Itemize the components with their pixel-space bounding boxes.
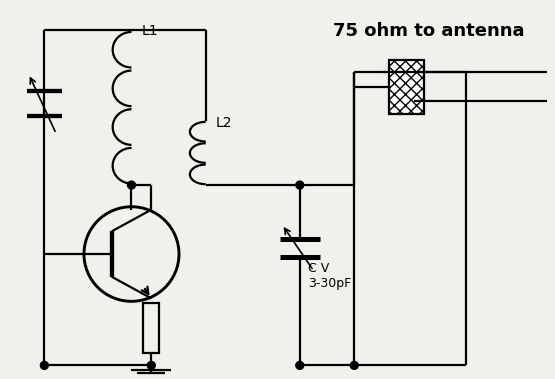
Circle shape <box>41 362 48 369</box>
Circle shape <box>296 362 304 369</box>
Text: 75 ohm to antenna: 75 ohm to antenna <box>333 22 524 41</box>
Circle shape <box>128 181 135 189</box>
Circle shape <box>350 362 358 369</box>
Bar <box>389 60 423 114</box>
Text: C V
3-30pF: C V 3-30pF <box>307 262 351 290</box>
Circle shape <box>147 362 155 369</box>
Circle shape <box>296 181 304 189</box>
Text: L1: L1 <box>142 25 158 38</box>
Bar <box>143 303 159 352</box>
Text: L2: L2 <box>216 116 232 130</box>
